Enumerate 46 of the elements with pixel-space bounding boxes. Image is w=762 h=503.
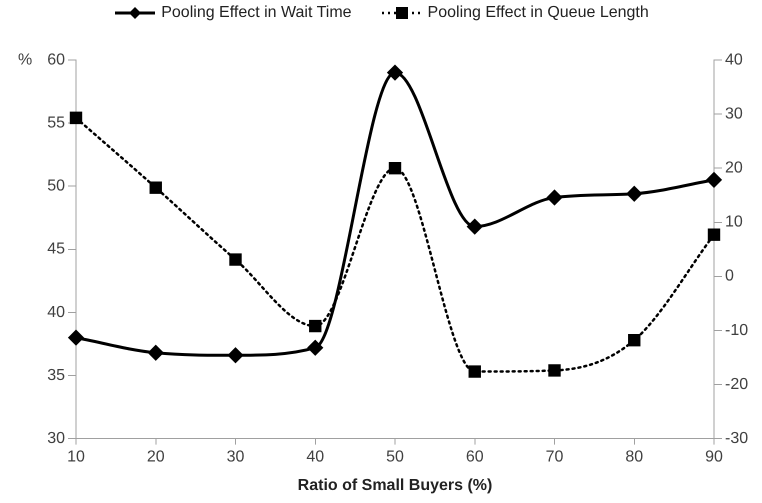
point	[628, 334, 640, 346]
x-tick-label: 60	[466, 448, 484, 466]
point	[548, 364, 561, 377]
point	[70, 112, 82, 124]
y-tick-label: 30	[47, 430, 66, 448]
y-tick-label: 35	[47, 366, 66, 384]
x-tick-label: 50	[386, 448, 404, 466]
point	[468, 365, 481, 378]
point	[626, 186, 642, 202]
x-tick-label: 20	[146, 448, 165, 466]
y-tick-label: 60	[47, 51, 66, 68]
x-tick-label: 80	[625, 448, 644, 466]
y2-tick-label: -20	[725, 376, 748, 393]
y-tick-label: 50	[47, 178, 66, 195]
y2-tick-label: -30	[725, 430, 748, 448]
y2-tick-label: 10	[725, 214, 743, 231]
y2-tick-label: 40	[725, 51, 743, 68]
y2-tick-label: 0	[725, 268, 734, 285]
point	[148, 345, 164, 360]
point	[229, 253, 242, 266]
legend-label: Pooling Effect in Queue Length	[428, 4, 649, 22]
point	[309, 320, 322, 332]
y2-tick-label: 20	[725, 160, 743, 177]
point	[708, 228, 720, 241]
y2-tick-label: 30	[725, 105, 743, 122]
point	[547, 190, 562, 206]
point	[388, 162, 402, 174]
y-tick-label: 40	[47, 304, 66, 321]
x-tick-label: 90	[705, 448, 723, 466]
point	[150, 181, 162, 194]
point	[68, 330, 84, 346]
x-tick-label: 10	[67, 448, 85, 466]
legend-label: Pooling Effect in Wait Time	[161, 4, 352, 22]
point	[228, 348, 243, 363]
x-tick-label: 70	[546, 448, 564, 466]
y2-tick-label: -10	[725, 322, 748, 339]
point	[308, 340, 323, 356]
x-tick-label: 30	[226, 448, 244, 466]
point	[467, 219, 482, 234]
x-tick-label: 40	[306, 448, 324, 466]
y-tick-label: 45	[47, 240, 66, 258]
y-axis-title: %	[18, 51, 32, 68]
point	[388, 65, 402, 80]
x-axis-title: Ratio of Small Buyers (%)	[298, 476, 492, 494]
point	[706, 172, 722, 188]
y-tick-label: 55	[47, 114, 66, 132]
